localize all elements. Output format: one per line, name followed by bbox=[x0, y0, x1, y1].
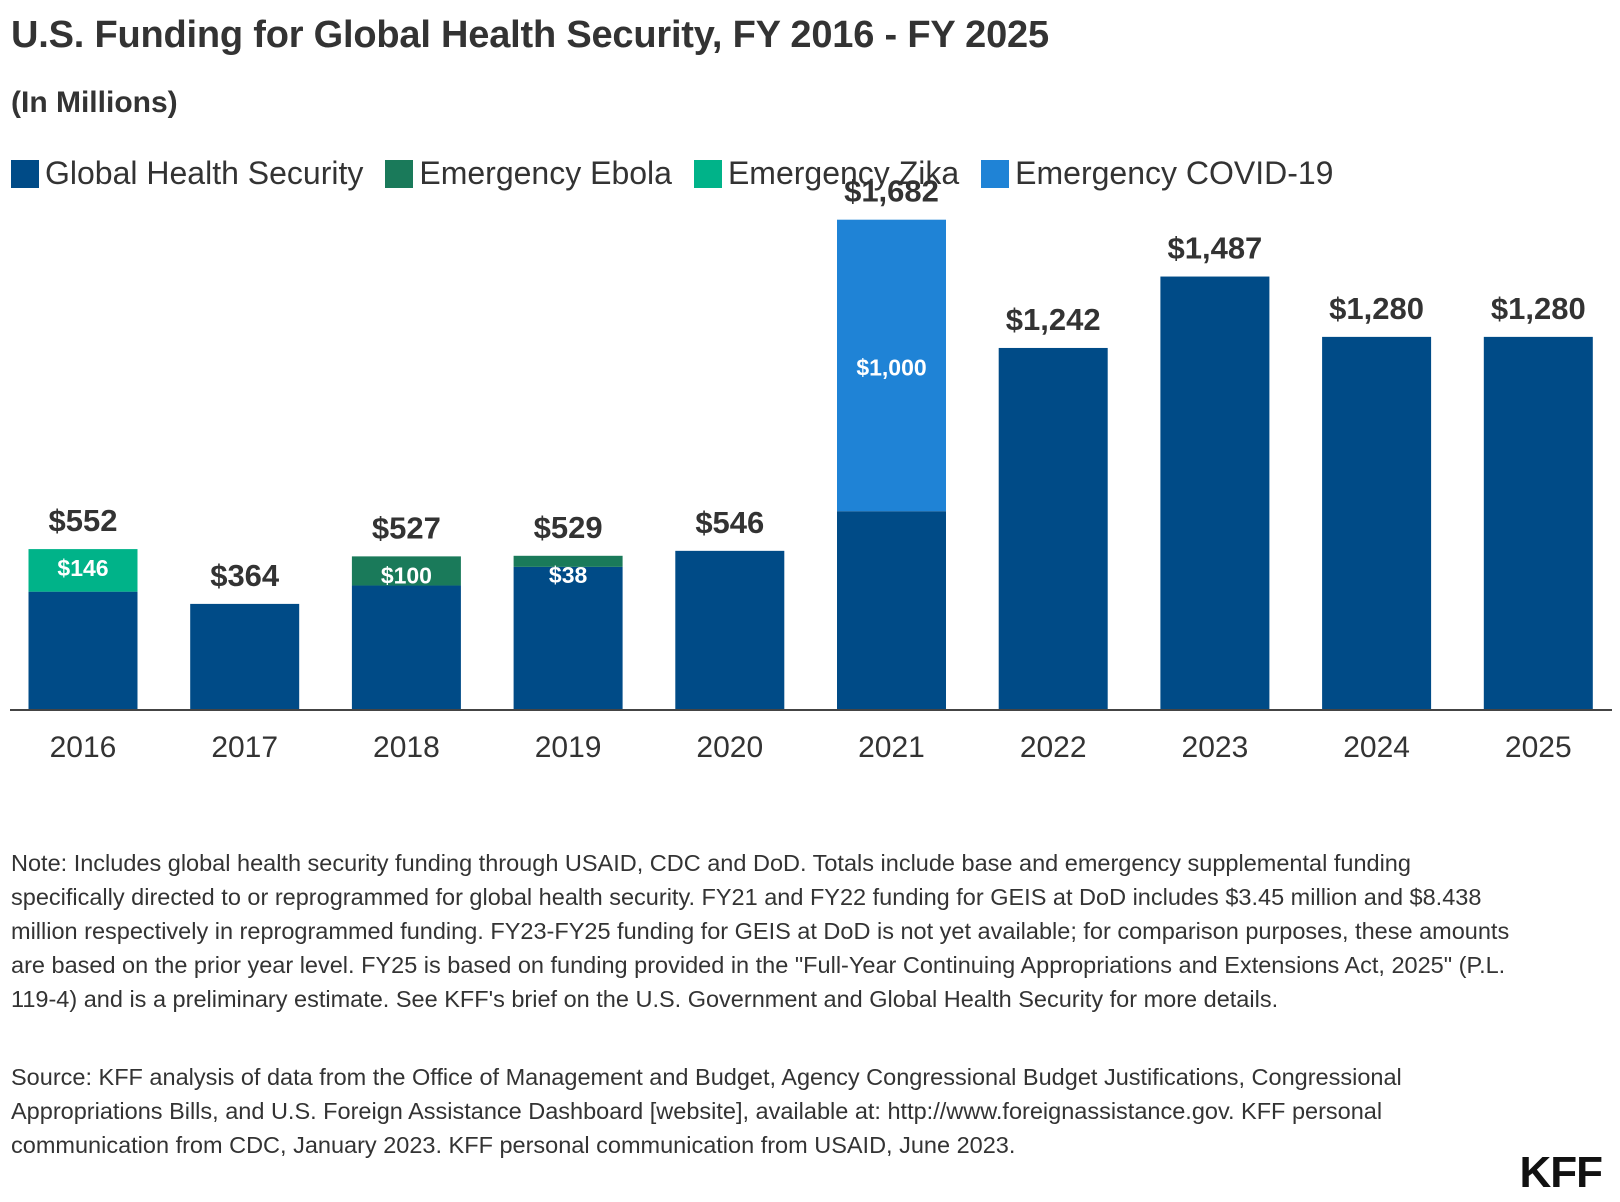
chart-note: Note: Includes global health security fu… bbox=[11, 850, 1510, 1012]
legend-swatch bbox=[11, 159, 39, 188]
segment-label: $100 bbox=[381, 562, 432, 588]
x-tick-label: 2022 bbox=[1020, 731, 1087, 764]
total-label: $1,682 bbox=[844, 174, 939, 209]
bar-segment-global-health-security bbox=[190, 603, 300, 710]
bar-segment-global-health-security bbox=[675, 550, 785, 710]
legend-swatch bbox=[385, 159, 414, 188]
total-label: $1,280 bbox=[1491, 291, 1586, 326]
total-label: $1,280 bbox=[1329, 291, 1424, 326]
bar-segment-global-health-security bbox=[1483, 336, 1593, 710]
chart-source: Source: KFF analysis of data from the Of… bbox=[11, 1064, 1402, 1158]
legend-item-emergency-zika: Emergency Zika bbox=[693, 155, 960, 192]
x-tick-label: 2025 bbox=[1505, 731, 1572, 764]
legend-swatch bbox=[693, 159, 722, 188]
x-tick-label: 2024 bbox=[1343, 731, 1410, 764]
bar-segment-global-health-security bbox=[1322, 336, 1432, 710]
bar-segment-global-health-security bbox=[998, 347, 1108, 710]
kff-logo: KFF bbox=[1519, 1148, 1603, 1197]
legend-swatch bbox=[981, 159, 1010, 188]
x-tick-label: 2016 bbox=[50, 731, 117, 764]
segment-label: $38 bbox=[549, 562, 588, 588]
legend-label: Emergency Zika bbox=[727, 155, 960, 191]
legend: Global Health Security Emergency Ebola E… bbox=[11, 155, 1355, 192]
total-label: $552 bbox=[49, 503, 118, 538]
x-tick-label: 2017 bbox=[211, 731, 278, 764]
bar-segment-global-health-security bbox=[351, 585, 461, 710]
bar-segment-emergency-zika bbox=[28, 549, 138, 592]
segment-label: $1,000 bbox=[856, 354, 926, 380]
total-label: $364 bbox=[210, 558, 280, 593]
bar-segment-global-health-security bbox=[837, 511, 946, 710]
bar-segment-emergency-covid-19 bbox=[837, 219, 946, 512]
bar-chart: $552 $146 2016 $364 2017 $527 $100 2018 $529 $38 2… bbox=[10, 174, 1612, 764]
bar-segment-emergency-ebola bbox=[513, 555, 623, 567]
total-label: $1,487 bbox=[1167, 231, 1262, 266]
legend-item-global-health-security: Global Health Security bbox=[11, 155, 363, 192]
bar-segment-global-health-security bbox=[28, 591, 138, 710]
bar-segment-global-health-security bbox=[513, 566, 623, 710]
legend-item-emergency-covid19: Emergency COVID-19 bbox=[981, 155, 1333, 192]
bar-segment-emergency-ebola bbox=[351, 556, 461, 586]
chart-subtitle: (In Millions) bbox=[11, 86, 178, 119]
segment-label: $146 bbox=[57, 555, 108, 581]
total-label: $1,242 bbox=[1006, 302, 1101, 337]
total-label: $546 bbox=[695, 505, 764, 540]
x-tick-label: 2023 bbox=[1182, 731, 1249, 764]
total-label: $527 bbox=[372, 510, 441, 545]
legend-label: Global Health Security bbox=[45, 155, 364, 191]
x-tick-label: 2018 bbox=[373, 731, 440, 764]
bar-segment-global-health-security bbox=[1160, 276, 1270, 710]
x-tick-label: 2020 bbox=[696, 731, 763, 764]
legend-label: Emergency Ebola bbox=[419, 155, 672, 191]
legend-item-emergency-ebola: Emergency Ebola bbox=[385, 155, 672, 192]
total-label: $529 bbox=[534, 510, 603, 545]
legend-label: Emergency COVID-19 bbox=[1015, 155, 1334, 191]
x-tick-label: 2021 bbox=[858, 731, 925, 764]
chart-title: U.S. Funding for Global Health Security,… bbox=[11, 14, 1049, 56]
x-tick-label: 2019 bbox=[535, 731, 602, 764]
